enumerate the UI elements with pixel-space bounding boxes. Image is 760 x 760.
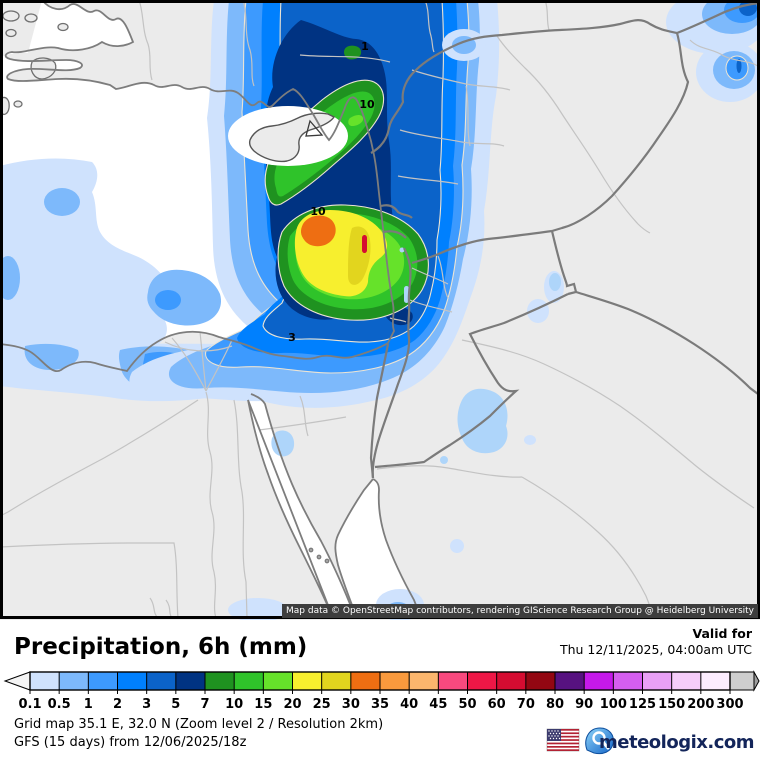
contour-labels: 1 10 10 3 [288,40,375,344]
legend-cell [234,672,264,690]
legend-tick-label: 70 [517,697,535,712]
weather-map[interactable]: 1 10 10 3 [0,0,760,620]
legend-arrow-right [753,670,760,692]
legend-tick-label: 7 [200,697,209,712]
legend-tick-label: 25 [313,697,331,712]
legend-cell [525,672,555,690]
legend-cell [438,672,468,690]
legend-cell [380,672,410,690]
legend-tick-label: 0.5 [48,697,71,712]
legend-cell [30,672,60,690]
precipitation-legend: 0.1 0.5 1 2 3 5 7 10 15 20 25 30 35 40 45 50 60 70 80 90 100… [3,670,760,712]
legend-tick-label: 50 [458,697,476,712]
legend-cell [409,672,439,690]
contour-label: 3 [288,331,296,344]
legend-tick-label: 125 [629,697,656,712]
legend-cell [321,672,351,690]
meteologix-logo-icon [585,727,614,755]
legend-tick-label: 200 [687,697,714,712]
map-attribution: Map data © OpenStreetMap contributors, r… [282,604,758,618]
legend-tick-label: 2 [113,697,122,712]
legend-tick-label: 300 [716,697,743,712]
legend-tick-label: 35 [371,697,389,712]
legend-tick-label: 150 [658,697,685,712]
legend-cell [59,672,89,690]
legend-tick-label: 80 [546,697,564,712]
legend-tick-label: 10 [225,697,243,712]
grid-info: Grid map 35.1 E, 32.0 N (Zoom level 2 / … [14,717,384,732]
us-flag-icon [546,728,580,752]
valid-time: Thu 12/11/2025, 04:00am UTC [559,642,752,657]
legend-tick-label: 30 [342,697,360,712]
contour-label: 1 [361,40,369,53]
legend-tick-label: 40 [400,697,418,712]
valid-time-block: Valid for Thu 12/11/2025, 04:00am UTC [560,626,752,658]
legend-cell [467,672,497,690]
legend-cell [350,672,380,690]
legend-cell [584,672,614,690]
country-borders [369,1,760,479]
legend-tick-label: 15 [254,697,272,712]
model-info-block: Grid map 35.1 E, 32.0 N (Zoom level 2 / … [14,716,383,752]
legend-tick-label: 1 [84,697,93,712]
legend-cell [671,672,701,690]
lake [271,247,409,457]
legend-cell [496,672,526,690]
brand-text: meteologix.com [599,732,754,753]
model-run-info: GFS (15 days) from 12/06/2025/18z [14,735,247,750]
contour-label: 10 [310,205,326,218]
gulf-of-aqaba-red-sea [335,479,421,618]
legend-cell [175,672,205,690]
legend-cell [642,672,672,690]
legend-arrow-left [3,671,31,691]
legend-cell [263,672,293,690]
legend-tick-label: 45 [429,697,447,712]
legend-cell [117,672,147,690]
legend-cell [205,672,235,690]
coastlines [0,0,422,619]
brand-block[interactable]: meteologix.com [545,724,755,756]
legend-cell [555,672,585,690]
legend-cell [292,672,322,690]
legend-cell [700,672,730,690]
legend-tick-label: 0.1 [18,697,41,712]
legend-tick-label: 60 [488,697,506,712]
legend-tick-label: 100 [600,697,627,712]
legend-cell-overflow [729,671,755,691]
legend-cell [146,672,176,690]
valid-for-label: Valid for [692,626,753,641]
contour-label: 10 [359,98,375,111]
legend-tick-label: 5 [171,697,180,712]
legend-cell [88,672,118,690]
legend-tick-label: 3 [142,697,151,712]
triangle-marker [305,119,324,137]
page-title: Precipitation, 6h (mm) [14,634,308,660]
legend-cell [613,672,643,690]
legend-tick-label: 20 [283,697,301,712]
legend-tick-label: 90 [575,697,593,712]
